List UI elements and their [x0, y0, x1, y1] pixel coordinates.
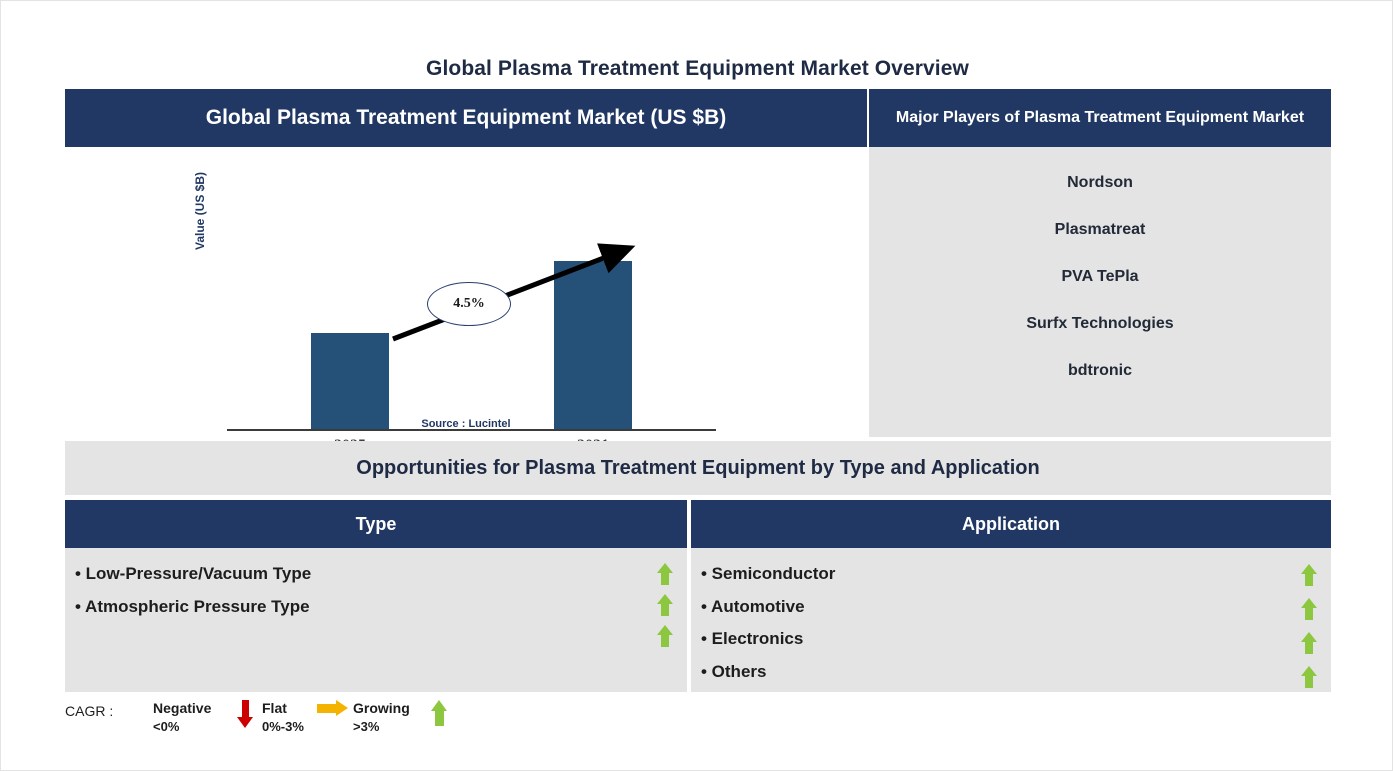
trend-slot: [657, 620, 673, 651]
arrow-up-green-icon: [1301, 564, 1317, 586]
trend-slot: [657, 558, 673, 589]
bar-2031: [554, 261, 632, 429]
chart-card-header: Global Plasma Treatment Equipment Market…: [65, 89, 867, 147]
legend-range: >3%: [353, 718, 380, 734]
arrow-up-green-icon: [657, 624, 673, 647]
list-item: • Automotive: [701, 596, 805, 616]
chart-y-axis-label: Value (US $B): [193, 171, 207, 250]
arrow-up-green-icon: [1301, 666, 1317, 688]
chart-source-note: Source : Lucintel: [421, 418, 511, 430]
cagr-value-bubble: 4.5%: [427, 282, 511, 326]
type-card-body: • Low-Pressure/Vacuum Type • Atmospheric…: [65, 548, 687, 702]
trend-slot: [1301, 626, 1317, 660]
trend-slot: [657, 589, 673, 620]
list-item: Nordson: [1067, 174, 1133, 191]
cagr-legend: CAGR : Negative <0% Flat 0%-3% Growing >…: [65, 699, 685, 751]
legend-entry-flat: Flat 0%-3%: [262, 699, 304, 735]
opportunities-banner: Opportunities for Plasma Treatment Equip…: [65, 441, 1331, 495]
page-title: Global Plasma Treatment Equipment Market…: [426, 57, 969, 80]
arrow-up-green-icon: [1301, 632, 1317, 654]
arrow-up-green-icon: [657, 593, 673, 616]
application-card-body: • Semiconductor • Automotive • Electroni…: [691, 548, 1331, 702]
trend-slot: [1301, 592, 1317, 626]
bar-chart: Value (US $B) 4.5% 2025 2031: [65, 147, 867, 454]
application-trend-arrows: [1301, 558, 1317, 694]
legend-name: Flat: [262, 700, 287, 716]
major-players-header: Major Players of Plasma Treatment Equipm…: [869, 89, 1331, 147]
type-trend-arrows: [657, 558, 673, 651]
opportunities-type-card: Type • Low-Pressure/Vacuum Type • Atmosp…: [65, 500, 687, 692]
market-chart-card: Global Plasma Treatment Equipment Market…: [65, 89, 867, 454]
trend-slot: [1301, 660, 1317, 694]
list-item: bdtronic: [1068, 362, 1132, 379]
opportunities-application-card: Application • Semiconductor • Automotive…: [691, 500, 1331, 692]
legend-entry-negative: Negative <0%: [153, 699, 211, 735]
legend-range: <0%: [153, 718, 180, 734]
list-item: • Semiconductor: [701, 564, 836, 583]
legend-entry-growing: Growing >3%: [353, 699, 410, 735]
list-item: Surfx Technologies: [1026, 315, 1174, 332]
arrow-up-green-icon: [1301, 598, 1317, 620]
bar-2025: [311, 333, 389, 429]
arrow-up-green-icon: [657, 562, 673, 585]
cagr-legend-label: CAGR :: [65, 703, 114, 719]
list-item: • Atmospheric Pressure Type: [75, 596, 310, 616]
major-players-card: Major Players of Plasma Treatment Equipm…: [869, 89, 1331, 437]
application-card-header: Application: [691, 500, 1331, 548]
list-item: • Others: [701, 661, 767, 681]
trend-slot: [1301, 558, 1317, 592]
list-item: Plasmatreat: [1054, 221, 1146, 238]
legend-name: Negative: [153, 700, 212, 716]
chart-x-axis-line: [227, 429, 716, 431]
major-players-list: Nordson Plasmatreat PVA TePla Surfx Tech…: [869, 147, 1331, 394]
type-card-header: Type: [65, 500, 687, 548]
list-item: PVA TePla: [1061, 268, 1139, 285]
list-item: • Electronics: [701, 629, 804, 649]
legend-name: Growing: [353, 700, 410, 716]
legend-range: 0%-3%: [262, 718, 304, 734]
list-item: • Low-Pressure/Vacuum Type: [75, 564, 312, 583]
